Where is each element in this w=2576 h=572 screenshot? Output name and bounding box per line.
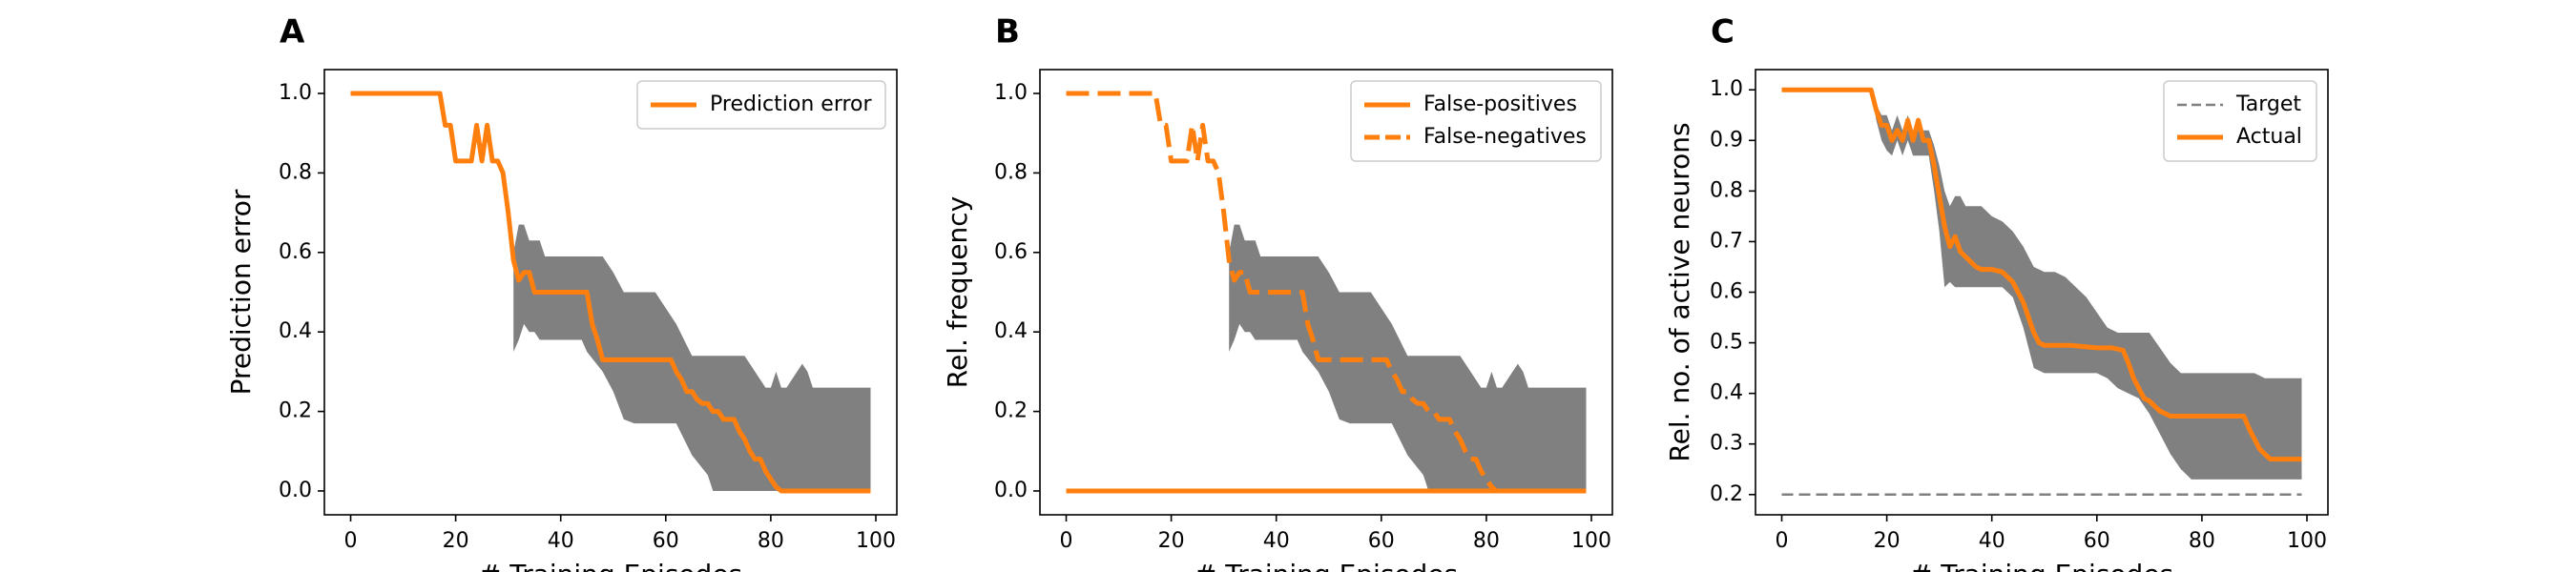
x-tick-label: 0 — [1776, 529, 1789, 553]
x-tick-label: 20 — [1158, 529, 1185, 553]
legend-box — [2163, 80, 2317, 162]
x-tick-label: 0 — [344, 529, 358, 553]
x-tick-label: 20 — [443, 529, 469, 553]
axes-frame — [323, 69, 898, 516]
x-tick-label: 0 — [1060, 529, 1073, 553]
y-tick-label: 0.2 — [279, 399, 312, 423]
x-tick-label: 80 — [1473, 529, 1500, 553]
x-axis-label: # Training Episodes — [1195, 559, 1458, 572]
y-tick-label: 0.2 — [994, 399, 1028, 423]
x-tick-label: 100 — [856, 529, 896, 553]
legend-label: False-negatives — [1423, 125, 1587, 149]
y-tick-label: 1.0 — [279, 81, 312, 105]
x-tick-label: 40 — [548, 529, 574, 553]
y-tick-label: 0.0 — [279, 479, 312, 502]
y-tick-label: 0.7 — [1710, 229, 1743, 253]
y-tick-label: 0.6 — [1710, 280, 1743, 304]
legend: False-positives False-negatives — [1350, 80, 1602, 162]
y-tick-label: 1.0 — [1710, 77, 1743, 101]
y-tick-label: 0.6 — [994, 240, 1028, 264]
y-tick-label: 0.3 — [1710, 432, 1743, 456]
panel-label: B — [995, 13, 1020, 51]
series-line-prediction-error — [350, 91, 871, 494]
y-tick-label: 0.8 — [279, 160, 312, 184]
x-axis-label: # Training Episodes — [1910, 559, 2173, 572]
y-tick-label: 0.8 — [994, 160, 1028, 184]
confidence-band — [1871, 90, 2302, 480]
panel-c: C 0 20 40 60 80 100 0.2 0.3 0.4 0.5 0.6 0.7 0.8 0.9 1.0… — [1664, 13, 2329, 572]
x-tick-label: 60 — [1368, 529, 1395, 553]
legend-box — [636, 80, 886, 130]
x-tick-label: 80 — [2189, 529, 2215, 553]
y-tick-label: 0.4 — [1710, 381, 1743, 405]
y-axis-label: Rel. no. of active neurons — [1664, 122, 1695, 461]
x-tick-label: 100 — [1571, 529, 1611, 553]
y-tick-label: 0.4 — [279, 319, 312, 343]
x-tick-label: 80 — [758, 529, 784, 553]
series-line-false-negatives — [1066, 91, 1587, 494]
confidence-band — [513, 224, 871, 491]
y-tick-label: 0.4 — [994, 319, 1028, 343]
x-tick-label: 40 — [1263, 529, 1290, 553]
panel-b: B 0 20 40 60 80 100 0.0 0.2 0.4 0.6 0.8 1.0 # Trainin… — [942, 13, 1613, 572]
panel-a: A 0 20 40 60 80 100 0.0 0.2 0.4 0.6 0.8 1.0 # Trainin… — [225, 13, 898, 572]
y-tick-label: 0.9 — [1710, 128, 1743, 152]
y-tick-label: 1.0 — [994, 81, 1028, 105]
legend-label: Actual — [2236, 125, 2302, 149]
legend: Prediction error — [636, 80, 886, 130]
x-tick-label: 100 — [2287, 529, 2327, 553]
y-tick-label: 0.2 — [1710, 482, 1743, 506]
x-tick-label: 60 — [653, 529, 679, 553]
y-axis-label: Prediction error — [225, 189, 257, 395]
series-line-actual — [1781, 87, 2302, 462]
panel-label: C — [1711, 13, 1735, 51]
y-tick-label: 0.5 — [1710, 331, 1743, 355]
confidence-band — [1229, 224, 1587, 491]
legend-box — [1350, 80, 1602, 162]
legend: Target Actual — [2163, 80, 2317, 162]
y-axis-label: Rel. frequency — [942, 196, 973, 388]
legend-label: False-positives — [1423, 92, 1577, 116]
y-tick-label: 0.6 — [279, 240, 312, 264]
legend-label: Prediction error — [710, 92, 872, 116]
legend-label: Target — [2235, 92, 2301, 116]
panel-label: A — [280, 13, 305, 51]
x-tick-label: 60 — [2084, 529, 2110, 553]
y-tick-label: 0.8 — [1710, 178, 1743, 202]
x-tick-label: 40 — [1979, 529, 2005, 553]
axes-frame — [1039, 69, 1613, 516]
x-axis-label: # Training Episodes — [479, 559, 742, 572]
x-tick-label: 20 — [1874, 529, 1901, 553]
y-tick-label: 0.0 — [994, 479, 1028, 502]
